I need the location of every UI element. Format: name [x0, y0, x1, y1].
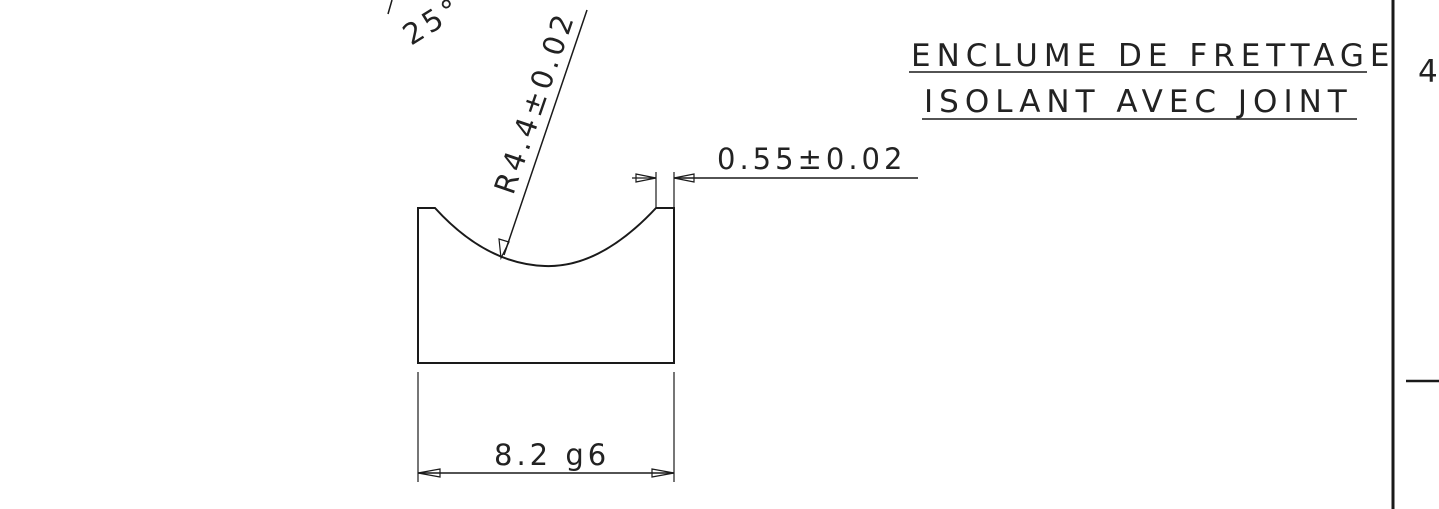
wall-label: 0.55±0.02 — [717, 142, 906, 176]
title-block: 4 — [1391, 0, 1439, 509]
width-dimension: 8.2 g6 — [417, 372, 675, 482]
wall-dimension: 0.55±0.02 — [632, 142, 918, 208]
part-outline — [417, 207, 675, 364]
radius-dimension: R4.4±0.02 — [487, 6, 588, 261]
radius-leader-line — [503, 9, 588, 256]
title-line-1: ENCLUME DE FRETTAGE — [911, 38, 1396, 74]
width-label: 8.2 g6 — [494, 438, 610, 472]
drawing-title: ENCLUME DE FRETTAGE ISOLANT AVEC JOINT — [909, 38, 1396, 120]
radius-arrowhead — [498, 238, 510, 261]
angle-annotation: 25° — [387, 0, 469, 52]
radius-label: R4.4±0.02 — [487, 6, 581, 198]
title-block-index: 4 — [1418, 54, 1438, 90]
angle-label: 25° — [397, 0, 469, 52]
title-line-2: ISOLANT AVEC JOINT — [924, 84, 1353, 120]
